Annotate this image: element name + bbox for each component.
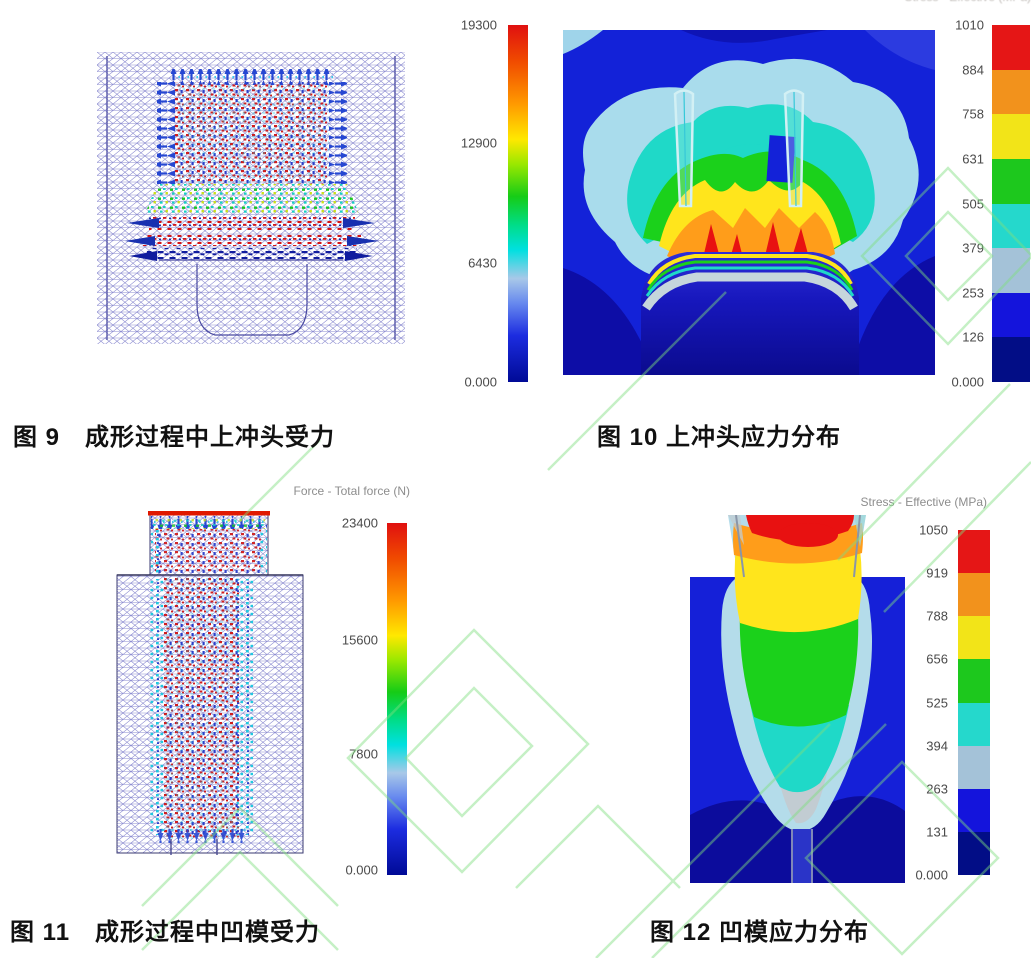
fig12-cavity-lines <box>791 829 813 883</box>
fig10-cbar-tick: 631 <box>962 151 984 167</box>
fig9-cbar-tick: 19300 <box>460 17 497 33</box>
figure10-contour-image <box>563 30 935 375</box>
fig9-cbar-tick: 0.000 <box>464 374 497 390</box>
fig10-cbar-tick: 505 <box>962 196 984 211</box>
fig12-cbar-tick: 919 <box>926 565 948 581</box>
fig12-cbar-tick: 263 <box>926 781 948 797</box>
fig11-cbar-title: Force - Total force (N) <box>293 484 410 498</box>
fig12-yellow-zone <box>734 547 862 633</box>
figure11-caption: 图 11 成形过程中凹模受力 <box>10 919 321 946</box>
fig10-cbar-tick: 0.000 <box>951 374 984 390</box>
figure10-caption: 图 10 上冲头应力分布 <box>597 424 842 451</box>
fig11-cbar-tick: 23400 <box>341 515 378 531</box>
fig9-cbar-tick: 6430 <box>468 255 497 271</box>
figure11-colorbar: Force - Total force (N) 23400 15600 7800… <box>280 484 410 884</box>
figure9-mesh-image <box>97 52 405 344</box>
fig10-cbar-title-cropped: Stress - Effective (MPa) <box>905 0 1031 4</box>
figure10-colorbar-bands <box>992 25 1030 382</box>
fig12-green-zone <box>739 609 859 727</box>
figure12-caption: 图 12 凹模应力分布 <box>650 919 870 946</box>
fig10-cbar-tick: 758 <box>962 106 984 122</box>
fig10-pins <box>673 89 805 208</box>
fig10-punch-dome <box>641 252 859 375</box>
fig12-cbar-tick: 1050 <box>919 522 948 538</box>
fig9-mesh-edges <box>106 56 396 340</box>
fig12-cyan-zone <box>750 703 849 793</box>
fig11-loaded-top-edge <box>148 511 270 516</box>
fig12-cbar-tick: 525 <box>926 695 948 710</box>
figure10-colorbar: Stress - Effective (MPa) 1010 884 758 63… <box>900 0 1031 392</box>
fig12-cbar-title: Stress - Effective (MPa) <box>860 495 987 509</box>
figure12-contour-image <box>690 515 905 883</box>
fig11-cbar-tick: 7800 <box>349 746 378 762</box>
fig12-cbar-tick: 788 <box>926 608 948 624</box>
figure9-colorbar-gradient <box>508 25 528 382</box>
figure11-mesh-image <box>116 511 304 855</box>
fig12-cbar-tick: 0.000 <box>915 867 948 883</box>
fig10-cbar-tick: 253 <box>962 285 984 301</box>
fig11-cavity-lines <box>170 839 218 855</box>
fig11-cbar-tick: 0.000 <box>345 862 378 878</box>
fig11-force-vectors <box>149 516 267 843</box>
fig10-cbar-tick: 379 <box>962 240 984 256</box>
fig9-force-vectors <box>125 69 379 261</box>
figure11-colorbar-gradient <box>387 523 407 875</box>
figure12-colorbar: Stress - Effective (MPa) 1050 919 788 65… <box>845 495 995 885</box>
fig9-cbar-tick: 12900 <box>460 135 497 151</box>
fig12-cbar-tick: 131 <box>926 824 948 840</box>
fig11-cbar-tick: 15600 <box>341 632 378 648</box>
figure9-caption: 图 9 成形过程中上冲头受力 <box>13 424 336 451</box>
fig10-dome-gray-band <box>642 272 858 311</box>
fig12-cbar-tick: 656 <box>926 651 948 667</box>
figure12-colorbar-bands <box>958 530 990 875</box>
fig10-cbar-tick: 1010 <box>955 17 984 33</box>
fig12-cbar-tick: 394 <box>926 738 948 754</box>
figure9-colorbar: 19300 12900 6430 0.000 <box>430 0 530 392</box>
fig10-cbar-tick: 884 <box>962 62 984 78</box>
fig10-cbar-tick: 126 <box>962 329 984 345</box>
